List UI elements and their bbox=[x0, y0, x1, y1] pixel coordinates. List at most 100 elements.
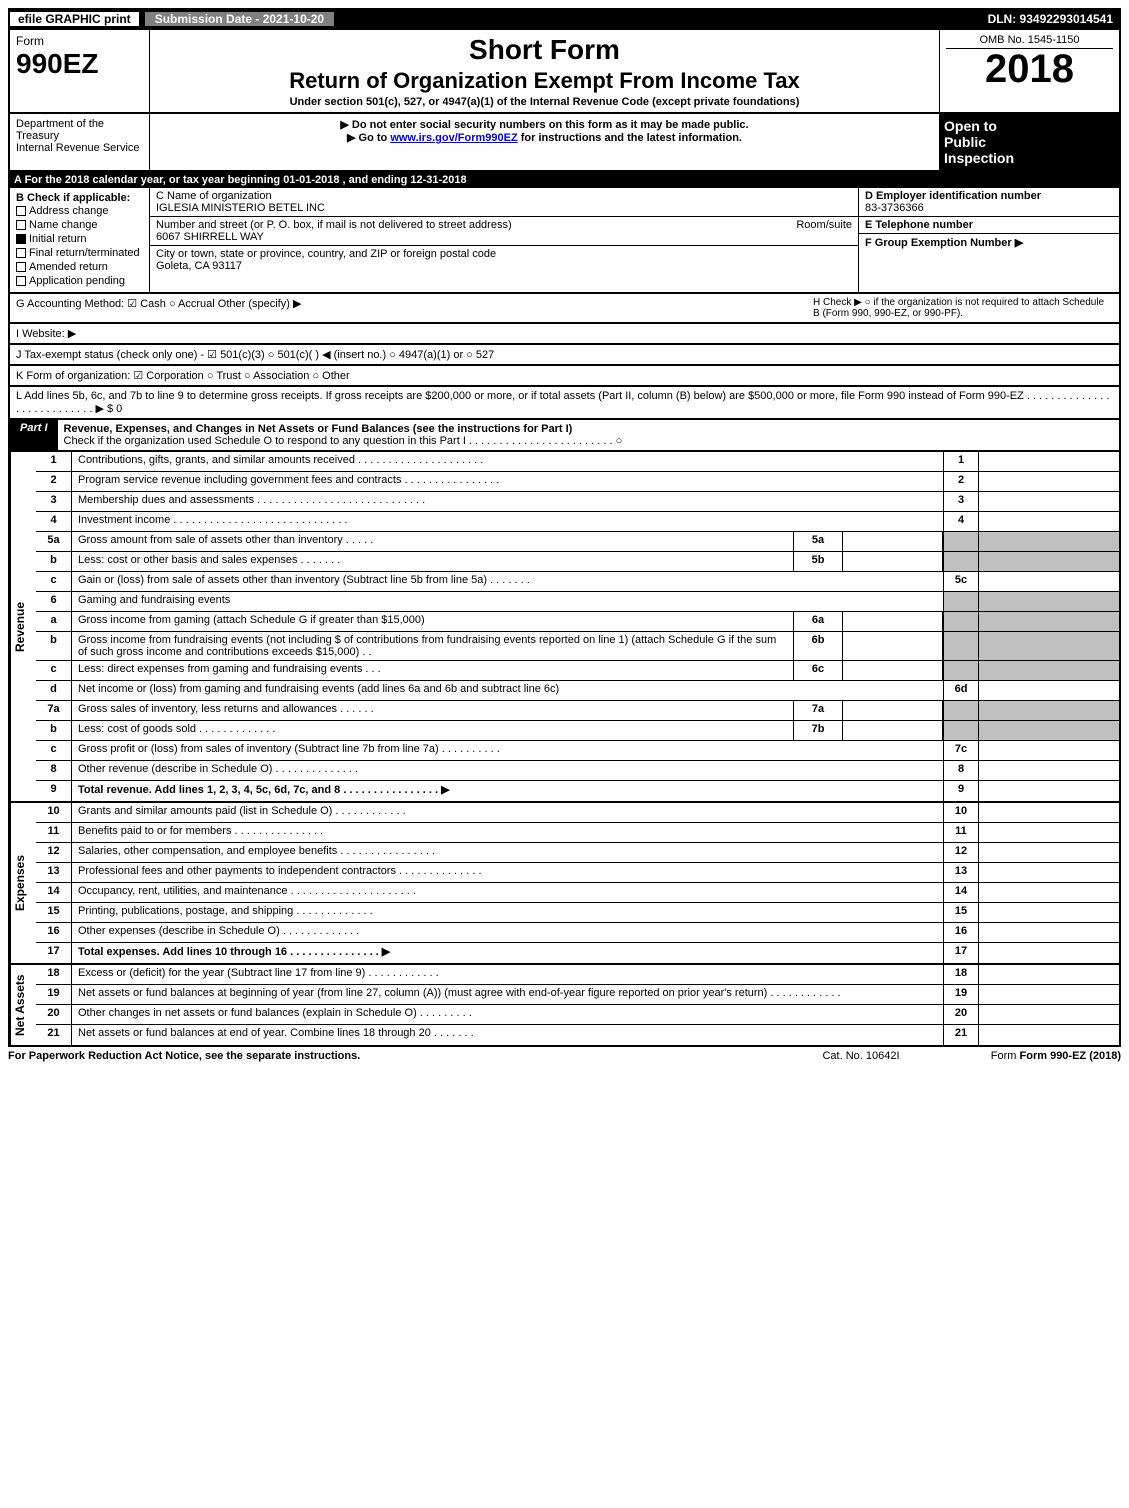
table-row: 10Grants and similar amounts paid (list … bbox=[36, 803, 1119, 823]
right-value bbox=[979, 492, 1119, 511]
mid-value bbox=[843, 661, 943, 680]
table-row: 8Other revenue (describe in Schedule O) … bbox=[36, 761, 1119, 781]
b-label: B Check if applicable: bbox=[16, 192, 143, 204]
right-line-number: 18 bbox=[943, 965, 979, 984]
right-value bbox=[979, 681, 1119, 700]
table-row: 21Net assets or fund balances at end of … bbox=[36, 1025, 1119, 1045]
line-desc: Net assets or fund balances at end of ye… bbox=[72, 1025, 943, 1045]
line-j: J Tax-exempt status (check only one) - ☑… bbox=[8, 345, 1121, 366]
revenue-rows: 1Contributions, gifts, grants, and simil… bbox=[36, 452, 1119, 801]
line-desc: Gross income from gaming (attach Schedul… bbox=[72, 612, 793, 631]
goto-line: ▶ Go to www.irs.gov/Form990EZ for instru… bbox=[154, 131, 935, 144]
dept-row: Department of the Treasury Internal Reve… bbox=[8, 114, 1121, 172]
line-desc: Net income or (loss) from gaming and fun… bbox=[72, 681, 943, 700]
line-number: 9 bbox=[36, 781, 72, 801]
open-line1: Open to bbox=[944, 118, 1115, 134]
table-row: 20Other changes in net assets or fund ba… bbox=[36, 1005, 1119, 1025]
table-row: 1Contributions, gifts, grants, and simil… bbox=[36, 452, 1119, 472]
line-number: 18 bbox=[36, 965, 72, 984]
form-year-box: OMB No. 1545-1150 2018 bbox=[939, 30, 1119, 112]
table-row: aGross income from gaming (attach Schedu… bbox=[36, 612, 1119, 632]
table-row: 16Other expenses (describe in Schedule O… bbox=[36, 923, 1119, 943]
table-row: 7aGross sales of inventory, less returns… bbox=[36, 701, 1119, 721]
right-line-number: 9 bbox=[943, 781, 979, 801]
line-desc: Less: direct expenses from gaming and fu… bbox=[72, 661, 793, 680]
right-line-number bbox=[943, 701, 979, 720]
line-number: b bbox=[36, 721, 72, 740]
right-line-number: 12 bbox=[943, 843, 979, 862]
right-line-number: 19 bbox=[943, 985, 979, 1004]
right-value bbox=[979, 943, 1119, 963]
table-row: 5aGross amount from sale of assets other… bbox=[36, 532, 1119, 552]
check-final-return[interactable]: Final return/terminated bbox=[16, 246, 143, 260]
mid-line-number: 5b bbox=[793, 552, 843, 571]
line-a: A For the 2018 calendar year, or tax yea… bbox=[8, 172, 1121, 188]
open-line2: Public bbox=[944, 134, 1115, 150]
phone-cell: E Telephone number bbox=[859, 217, 1119, 234]
right-value bbox=[979, 985, 1119, 1004]
line-g-h: G Accounting Method: ☑ Cash ○ Accrual Ot… bbox=[8, 294, 1121, 324]
mid-line-number: 6a bbox=[793, 612, 843, 631]
right-value bbox=[979, 552, 1119, 571]
right-value bbox=[979, 923, 1119, 942]
check-address-change[interactable]: Address change bbox=[16, 204, 143, 218]
mid-line-number: 6b bbox=[793, 632, 843, 660]
line-number: 17 bbox=[36, 943, 72, 963]
line-number: 14 bbox=[36, 883, 72, 902]
line-number: 12 bbox=[36, 843, 72, 862]
check-initial-return[interactable]: Initial return bbox=[16, 232, 143, 246]
right-value bbox=[979, 761, 1119, 780]
mid-line-number: 5a bbox=[793, 532, 843, 551]
right-value bbox=[979, 512, 1119, 531]
right-line-number bbox=[943, 532, 979, 551]
check-name-change[interactable]: Name change bbox=[16, 218, 143, 232]
section-c: C Name of organization IGLESIA MINISTERI… bbox=[150, 188, 859, 292]
table-row: dNet income or (loss) from gaming and fu… bbox=[36, 681, 1119, 701]
line-number: 13 bbox=[36, 863, 72, 882]
line-number: a bbox=[36, 612, 72, 631]
line-desc: Gross income from fundraising events (no… bbox=[72, 632, 793, 660]
addr-value: 6067 SHIRRELL WAY bbox=[156, 231, 852, 243]
footer-mid: Cat. No. 10642I bbox=[761, 1050, 961, 1062]
form-number: 990EZ bbox=[16, 48, 143, 80]
table-row: bLess: cost of goods sold . . . . . . . … bbox=[36, 721, 1119, 741]
right-line-number: 7c bbox=[943, 741, 979, 760]
irs-link[interactable]: www.irs.gov/Form990EZ bbox=[390, 132, 517, 144]
table-row: cGain or (loss) from sale of assets othe… bbox=[36, 572, 1119, 592]
line-number: 4 bbox=[36, 512, 72, 531]
table-row: 18Excess or (deficit) for the year (Subt… bbox=[36, 965, 1119, 985]
right-value bbox=[979, 823, 1119, 842]
table-row: 13Professional fees and other payments t… bbox=[36, 863, 1119, 883]
right-value bbox=[979, 532, 1119, 551]
line-number: 2 bbox=[36, 472, 72, 491]
mid-value bbox=[843, 632, 943, 660]
footer-right: Form Form 990-EZ (2018) bbox=[961, 1050, 1121, 1062]
mid-value bbox=[843, 532, 943, 551]
line-number: 1 bbox=[36, 452, 72, 471]
right-value bbox=[979, 903, 1119, 922]
line-number: 7a bbox=[36, 701, 72, 720]
line-desc: Gross amount from sale of assets other t… bbox=[72, 532, 793, 551]
mid-line-number: 7b bbox=[793, 721, 843, 740]
check-pending[interactable]: Application pending bbox=[16, 274, 143, 288]
line-desc: Contributions, gifts, grants, and simila… bbox=[72, 452, 943, 471]
line-number: 10 bbox=[36, 803, 72, 822]
line-desc: Benefits paid to or for members . . . . … bbox=[72, 823, 943, 842]
f-label: F Group Exemption Number ▶ bbox=[865, 236, 1113, 249]
org-name: IGLESIA MINISTERIO BETEL INC bbox=[156, 202, 852, 214]
open-inspection-box: Open to Public Inspection bbox=[939, 114, 1119, 170]
dln: DLN: 93492293014541 bbox=[980, 12, 1121, 26]
right-value bbox=[979, 701, 1119, 720]
right-value bbox=[979, 863, 1119, 882]
form-header: Form 990EZ Short Form Return of Organiza… bbox=[8, 30, 1121, 114]
line-desc: Excess or (deficit) for the year (Subtra… bbox=[72, 965, 943, 984]
revenue-table: Revenue 1Contributions, gifts, grants, a… bbox=[8, 452, 1121, 803]
org-name-cell: C Name of organization IGLESIA MINISTERI… bbox=[150, 188, 858, 217]
line-number: 16 bbox=[36, 923, 72, 942]
line-desc: Printing, publications, postage, and shi… bbox=[72, 903, 943, 922]
check-amended[interactable]: Amended return bbox=[16, 260, 143, 274]
dept-treasury: Department of the Treasury bbox=[16, 118, 143, 142]
part1-label: Part I bbox=[10, 420, 58, 450]
line-number: c bbox=[36, 572, 72, 591]
goto-suffix: for instructions and the latest informat… bbox=[518, 132, 742, 144]
